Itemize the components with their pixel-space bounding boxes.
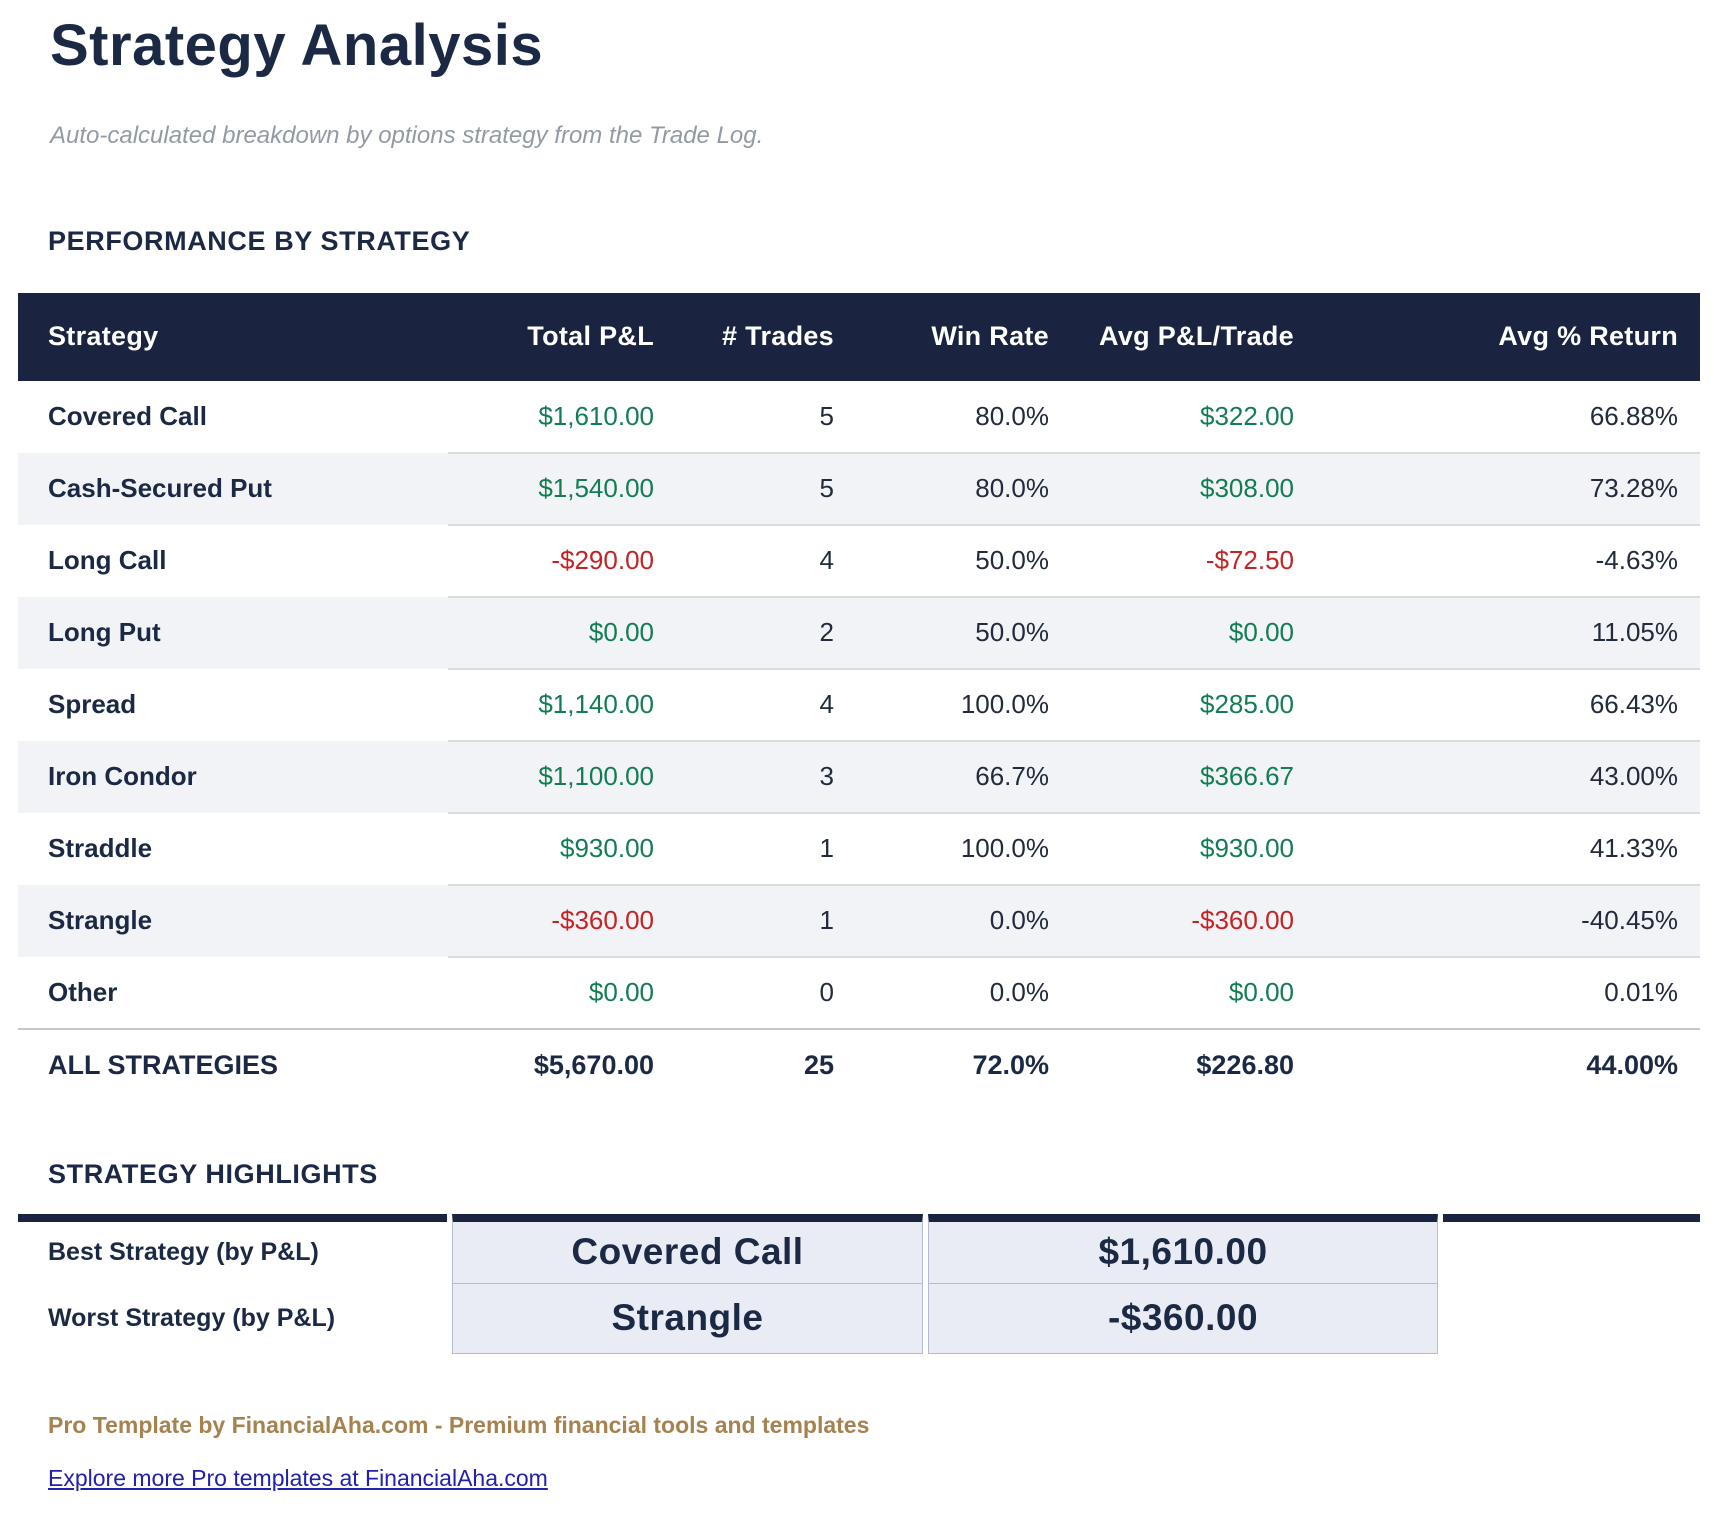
explore-templates-link[interactable]: Explore more Pro templates at FinancialA… [48, 1464, 548, 1491]
column-header-trades: # Trades [676, 292, 856, 381]
all-strategies-row: ALL STRATEGIES $5,670.00 25 72.0% $226.8… [18, 1027, 1700, 1101]
trades-cell: 5 [676, 380, 856, 454]
all-strategies-avg-return: 44.00% [1316, 1027, 1700, 1101]
table-row: Other $0.00 0 0.0% $0.00 0.01% [18, 957, 1700, 1029]
win-rate-cell: 100.0% [856, 668, 1071, 742]
footer-link-row: Explore more Pro templates at FinancialA… [48, 1465, 1720, 1492]
avg-return-cell: 43.00% [1316, 740, 1700, 814]
trades-cell: 3 [676, 740, 856, 814]
total-pl-cell: $930.00 [448, 812, 676, 886]
avg-return-cell: 41.33% [1316, 812, 1700, 886]
win-rate-cell: 80.0% [856, 452, 1071, 526]
strategy-name-cell: Straddle [48, 833, 153, 864]
strategy-name-cell: Strangle [48, 905, 153, 936]
trades-cell: 2 [676, 596, 856, 670]
win-rate-cell: 50.0% [856, 596, 1071, 670]
strategy-name-cell: Long Put [48, 617, 161, 648]
total-pl-cell: $0.00 [588, 977, 654, 1008]
performance-table: Strategy Total P&L # Trades Win Rate Avg… [18, 292, 1700, 1101]
total-pl-cell: -$290.00 [448, 524, 676, 598]
win-rate-cell: 0.0% [856, 884, 1071, 958]
page-title: Strategy Analysis [50, 13, 544, 78]
strategy-name-cell: Iron Condor [48, 761, 197, 792]
avg-pl-cell: $0.00 [1071, 596, 1316, 670]
worst-strategy-value: -$360.00 [928, 1283, 1438, 1354]
win-rate-cell: 100.0% [856, 812, 1071, 886]
avg-pl-cell: $366.67 [1071, 740, 1316, 814]
avg-return-cell: 73.28% [1316, 452, 1700, 526]
highlights-empty-cell-top [1443, 1213, 1700, 1284]
column-header-avg-pl: Avg P&L/Trade [1071, 292, 1316, 381]
column-header-strategy: Strategy [18, 292, 448, 381]
all-strategies-avg-pl: $226.80 [1071, 1027, 1316, 1101]
avg-pl-cell: -$72.50 [1071, 524, 1316, 598]
trades-cell: 1 [676, 812, 856, 886]
all-strategies-trades: 25 [676, 1027, 856, 1101]
trades-cell: 5 [676, 452, 856, 526]
avg-pl-cell: $285.00 [1071, 668, 1316, 742]
total-pl-cell: $1,100.00 [448, 740, 676, 814]
total-pl-cell: $1,610.00 [448, 380, 676, 454]
table-row: Straddle $930.00 1 100.0% $930.00 41.33% [18, 812, 1700, 886]
table-header-row: Strategy Total P&L # Trades Win Rate Avg… [18, 292, 1700, 381]
page-subtitle: Auto-calculated breakdown by options str… [50, 121, 764, 149]
worst-strategy-name: Strangle [452, 1283, 923, 1354]
win-rate-cell: 66.7% [856, 740, 1071, 814]
avg-return-cell: 66.88% [1316, 380, 1700, 454]
performance-section-heading: PERFORMANCE BY STRATEGY [48, 225, 471, 256]
avg-return-cell: 66.43% [1316, 668, 1700, 742]
avg-pl-cell: -$360.00 [1071, 884, 1316, 958]
trades-cell: 4 [676, 668, 856, 742]
column-header-avg-return: Avg % Return [1316, 292, 1700, 381]
avg-return-cell: -4.63% [1316, 524, 1700, 598]
avg-pl-cell: $322.00 [1071, 380, 1316, 454]
table-row: Covered Call $1,610.00 5 80.0% $322.00 6… [18, 380, 1700, 454]
avg-return-cell: 0.01% [1604, 977, 1678, 1008]
best-strategy-name: Covered Call [452, 1213, 923, 1284]
total-pl-cell: $0.00 [448, 596, 676, 670]
table-row: Cash-Secured Put $1,540.00 5 80.0% $308.… [18, 452, 1700, 526]
trades-cell: 4 [676, 524, 856, 598]
column-header-total-pl: Total P&L [448, 292, 676, 381]
total-pl-cell: -$360.00 [448, 884, 676, 958]
best-strategy-value: $1,610.00 [928, 1213, 1438, 1284]
strategy-name-cell: Long Call [48, 545, 167, 576]
win-rate-cell: 80.0% [856, 380, 1071, 454]
pro-template-branding: Pro Template by FinancialAha.com - Premi… [48, 1411, 870, 1438]
avg-return-cell: -40.45% [1316, 884, 1700, 958]
trades-cell: 1 [676, 884, 856, 958]
table-row: Strangle -$360.00 1 0.0% -$360.00 -40.45… [18, 884, 1700, 958]
avg-pl-cell: $308.00 [1071, 452, 1316, 526]
highlights-empty-cell-bottom [1443, 1283, 1700, 1354]
table-row: Long Call -$290.00 4 50.0% -$72.50 -4.63… [18, 524, 1700, 598]
highlights-table: Best Strategy (by P&L) Covered Call $1,6… [18, 1213, 1700, 1354]
table-row: Long Put $0.00 2 50.0% $0.00 11.05% [18, 596, 1700, 670]
worst-strategy-label: Worst Strategy (by P&L) [18, 1283, 447, 1354]
total-pl-cell: $1,140.00 [448, 668, 676, 742]
avg-return-cell: 11.05% [1316, 596, 1700, 670]
all-strategies-win-rate: 72.0% [856, 1027, 1071, 1101]
best-strategy-label: Best Strategy (by P&L) [18, 1213, 447, 1284]
avg-pl-cell: $930.00 [1071, 812, 1316, 886]
strategy-name-cell: Covered Call [48, 401, 207, 432]
strategy-name-cell: Cash-Secured Put [48, 473, 272, 504]
avg-pl-cell: $0.00 [1228, 977, 1294, 1008]
table-row: Iron Condor $1,100.00 3 66.7% $366.67 43… [18, 740, 1700, 814]
strategy-analysis-page: Strategy Analysis Auto-calculated breakd… [0, 14, 1720, 1529]
all-strategies-total-pl: $5,670.00 [448, 1027, 676, 1101]
strategy-name-cell: Other [48, 976, 118, 1007]
total-pl-cell: $1,540.00 [448, 452, 676, 526]
win-rate-cell: 50.0% [856, 524, 1071, 598]
win-rate-cell: 0.0% [989, 977, 1049, 1008]
all-strategies-label: ALL STRATEGIES [18, 1027, 448, 1101]
highlights-section-heading: STRATEGY HIGHLIGHTS [48, 1158, 378, 1189]
column-header-win-rate: Win Rate [856, 292, 1071, 381]
table-row: Spread $1,140.00 4 100.0% $285.00 66.43% [18, 668, 1700, 742]
strategy-name-cell: Spread [48, 689, 137, 720]
trades-cell: 0 [819, 977, 834, 1008]
